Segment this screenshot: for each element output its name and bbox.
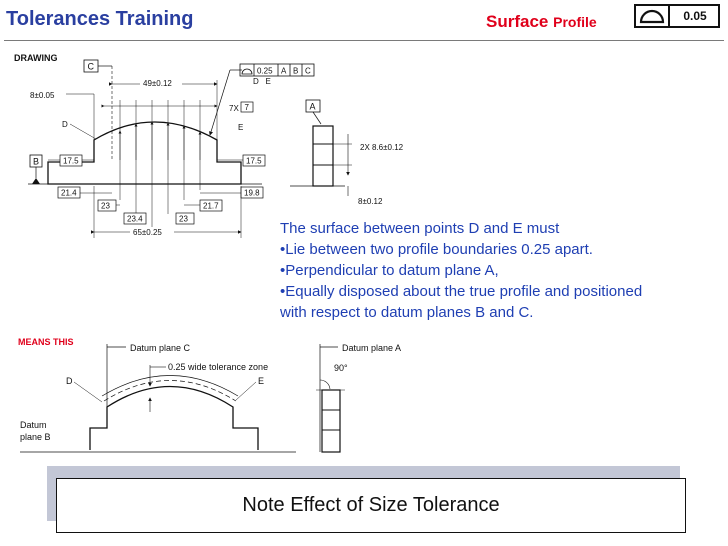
datum-b-flag: B — [29, 154, 43, 184]
dim-right-bottom: 19.8 — [244, 189, 260, 198]
means-datum-c: Datum plane C — [106, 343, 191, 413]
fcf-value: 0.25 — [257, 67, 273, 76]
description-bullet: •Equally disposed about the true profile… — [280, 283, 643, 300]
fcf-datum-b: B — [293, 67, 298, 76]
description-bullet: •Perpendicular to datum plane A, — [280, 262, 499, 279]
means-this-label: MEANS THIS — [18, 337, 74, 347]
feature-control-frame: 0.25 A B C D E — [209, 63, 315, 136]
subtitle-small: Profile — [553, 14, 597, 30]
dim-total-width: 65±0.25 — [91, 186, 242, 238]
means-point-d: D — [66, 376, 73, 386]
count-callout: 7X 7 — [229, 101, 254, 113]
point-d: D — [62, 120, 68, 129]
means-this-outline — [20, 385, 296, 453]
means-tolerance-zone: 0.25 wide tolerance zone — [148, 362, 268, 412]
dim-top-span-text: 49±0.12 — [143, 79, 172, 88]
tolerance-value: 0.05 — [683, 9, 707, 23]
means-side-view: Datum plane A 90° — [316, 343, 401, 453]
means-point-e: E — [258, 376, 264, 386]
side-view: A 2X 8.6±0.12 8±0.12 — [290, 99, 404, 206]
means-datum-b: Datum plane B — [20, 420, 51, 442]
frame-divider — [668, 6, 670, 26]
step-dims: 17.5 17.5 21.4 19.8 23 21.7 23.4 23 — [48, 154, 266, 225]
part-outline — [28, 121, 262, 185]
tolerance-frame: 0.05 — [634, 4, 720, 28]
dim-inner-left: 23 — [101, 202, 110, 211]
datum-c-text: C — [88, 62, 95, 72]
page-title: Tolerances Training — [6, 8, 194, 30]
dim-center-left: 23.4 — [127, 215, 143, 224]
dim-total-width-text: 65±0.25 — [133, 228, 162, 237]
dim-right-step: 17.5 — [246, 157, 262, 166]
fcf-datum-c: C — [305, 67, 311, 76]
dim-side-base: 8±0.12 — [358, 197, 383, 206]
dim-left-height-text: 8±0.05 — [30, 91, 55, 100]
note-box: Note Effect of Size Tolerance — [56, 478, 686, 533]
angle-label: 90° — [334, 363, 348, 373]
dim-left-bottom: 21.4 — [61, 189, 77, 198]
count-box-text: 7 — [245, 103, 250, 112]
count-text: 7X — [229, 104, 239, 113]
dim-center-right: 23 — [179, 215, 188, 224]
fcf-between: D E — [253, 77, 271, 86]
datum-b-text: B — [33, 157, 39, 167]
profile-symbol-icon — [241, 68, 253, 75]
tolerance-zone-curves — [101, 375, 239, 402]
dim-top-span: 49±0.12 — [109, 78, 218, 140]
datum-plane-a-label: Datum plane A — [342, 343, 401, 353]
dim-left-step: 17.5 — [63, 157, 79, 166]
datum-plane-c-label: Datum plane C — [130, 343, 191, 353]
basic-dimension-lines — [101, 100, 218, 230]
tolerance-zone-label: 0.25 wide tolerance zone — [168, 362, 268, 372]
dim-side-width: 2X 8.6±0.12 — [360, 143, 404, 152]
subtitle-main: Surface — [486, 12, 549, 31]
point-e: E — [238, 123, 243, 132]
datum-a-text: A — [310, 102, 316, 112]
dim-left-height: 8±0.05 — [30, 91, 95, 140]
datum-plane-b-line1: Datum — [20, 420, 47, 430]
description-bullet: with respect to datum planes B and C. — [280, 304, 534, 321]
header-rule — [4, 40, 724, 41]
drawing-section-label: DRAWING — [14, 53, 58, 63]
datum-plane-b-line2: plane B — [20, 432, 51, 442]
fcf-datum-a: A — [281, 67, 287, 76]
datum-c-flag: C — [83, 59, 113, 160]
description-intro: The surface between points D and E must — [280, 220, 560, 237]
dim-inner-right: 21.7 — [203, 202, 219, 211]
profile-of-surface-icon — [639, 9, 665, 24]
description-bullet: •Lie between two profile boundaries 0.25… — [280, 241, 593, 258]
description-block: The surface between points D and E must … — [280, 218, 726, 323]
note-text: Note Effect of Size Tolerance — [242, 494, 500, 516]
page-subtitle: Surface Profile — [486, 12, 597, 32]
